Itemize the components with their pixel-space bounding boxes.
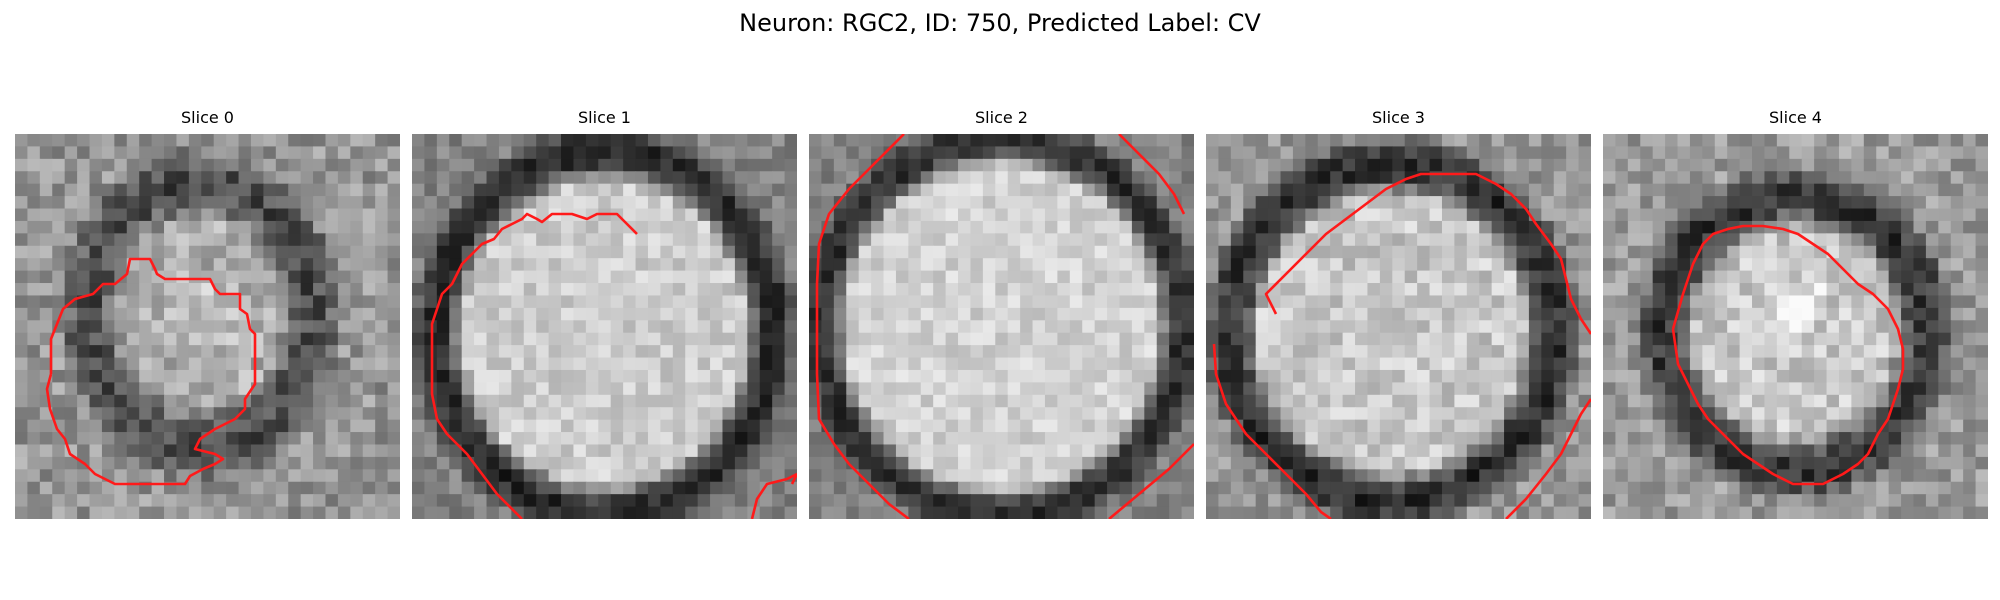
- segmentation-contour: [1108, 443, 1194, 519]
- slice-panel-4: Slice 4: [1603, 108, 1988, 519]
- slice-title: Slice 1: [578, 108, 631, 127]
- micrograph-pixels: [809, 134, 1194, 519]
- segmentation-contour: [45, 257, 257, 486]
- slice-image-2: [809, 134, 1194, 519]
- slice-image-4: [1603, 134, 1988, 519]
- slice-title: Slice 0: [181, 108, 234, 127]
- micrograph-pixels: [412, 134, 797, 519]
- slice-image-1: [412, 134, 797, 519]
- segmentation-contour: [815, 134, 910, 519]
- figure-title: Neuron: RGC2, ID: 750, Predicted Label: …: [739, 9, 1261, 37]
- segmentation-contour: [1505, 398, 1591, 519]
- slice-panel-3: Slice 3: [1206, 108, 1591, 519]
- slice-panel-0: Slice 0: [15, 108, 400, 519]
- segmentation-contour: [790, 473, 797, 485]
- slice-title: Slice 2: [975, 108, 1028, 127]
- segmentation-contour: [1118, 134, 1186, 215]
- segmentation-contour: [430, 212, 638, 519]
- slice-panel-1: Slice 1: [412, 108, 797, 519]
- slice-panel-2: Slice 2: [809, 108, 1194, 519]
- micrograph-pixels: [15, 134, 400, 519]
- segmentation-contour: [1212, 343, 1332, 519]
- slice-image-3: [1206, 134, 1591, 519]
- segmentation-contour: [1264, 172, 1591, 335]
- segmentation-contour: [1671, 224, 1905, 486]
- slice-title: Slice 3: [1372, 108, 1425, 127]
- segmentation-contour: [750, 472, 797, 519]
- slice-image-0: [15, 134, 400, 519]
- slice-title: Slice 4: [1769, 108, 1822, 127]
- micrograph-pixels: [1603, 134, 1988, 519]
- micrograph-pixels: [1206, 134, 1591, 519]
